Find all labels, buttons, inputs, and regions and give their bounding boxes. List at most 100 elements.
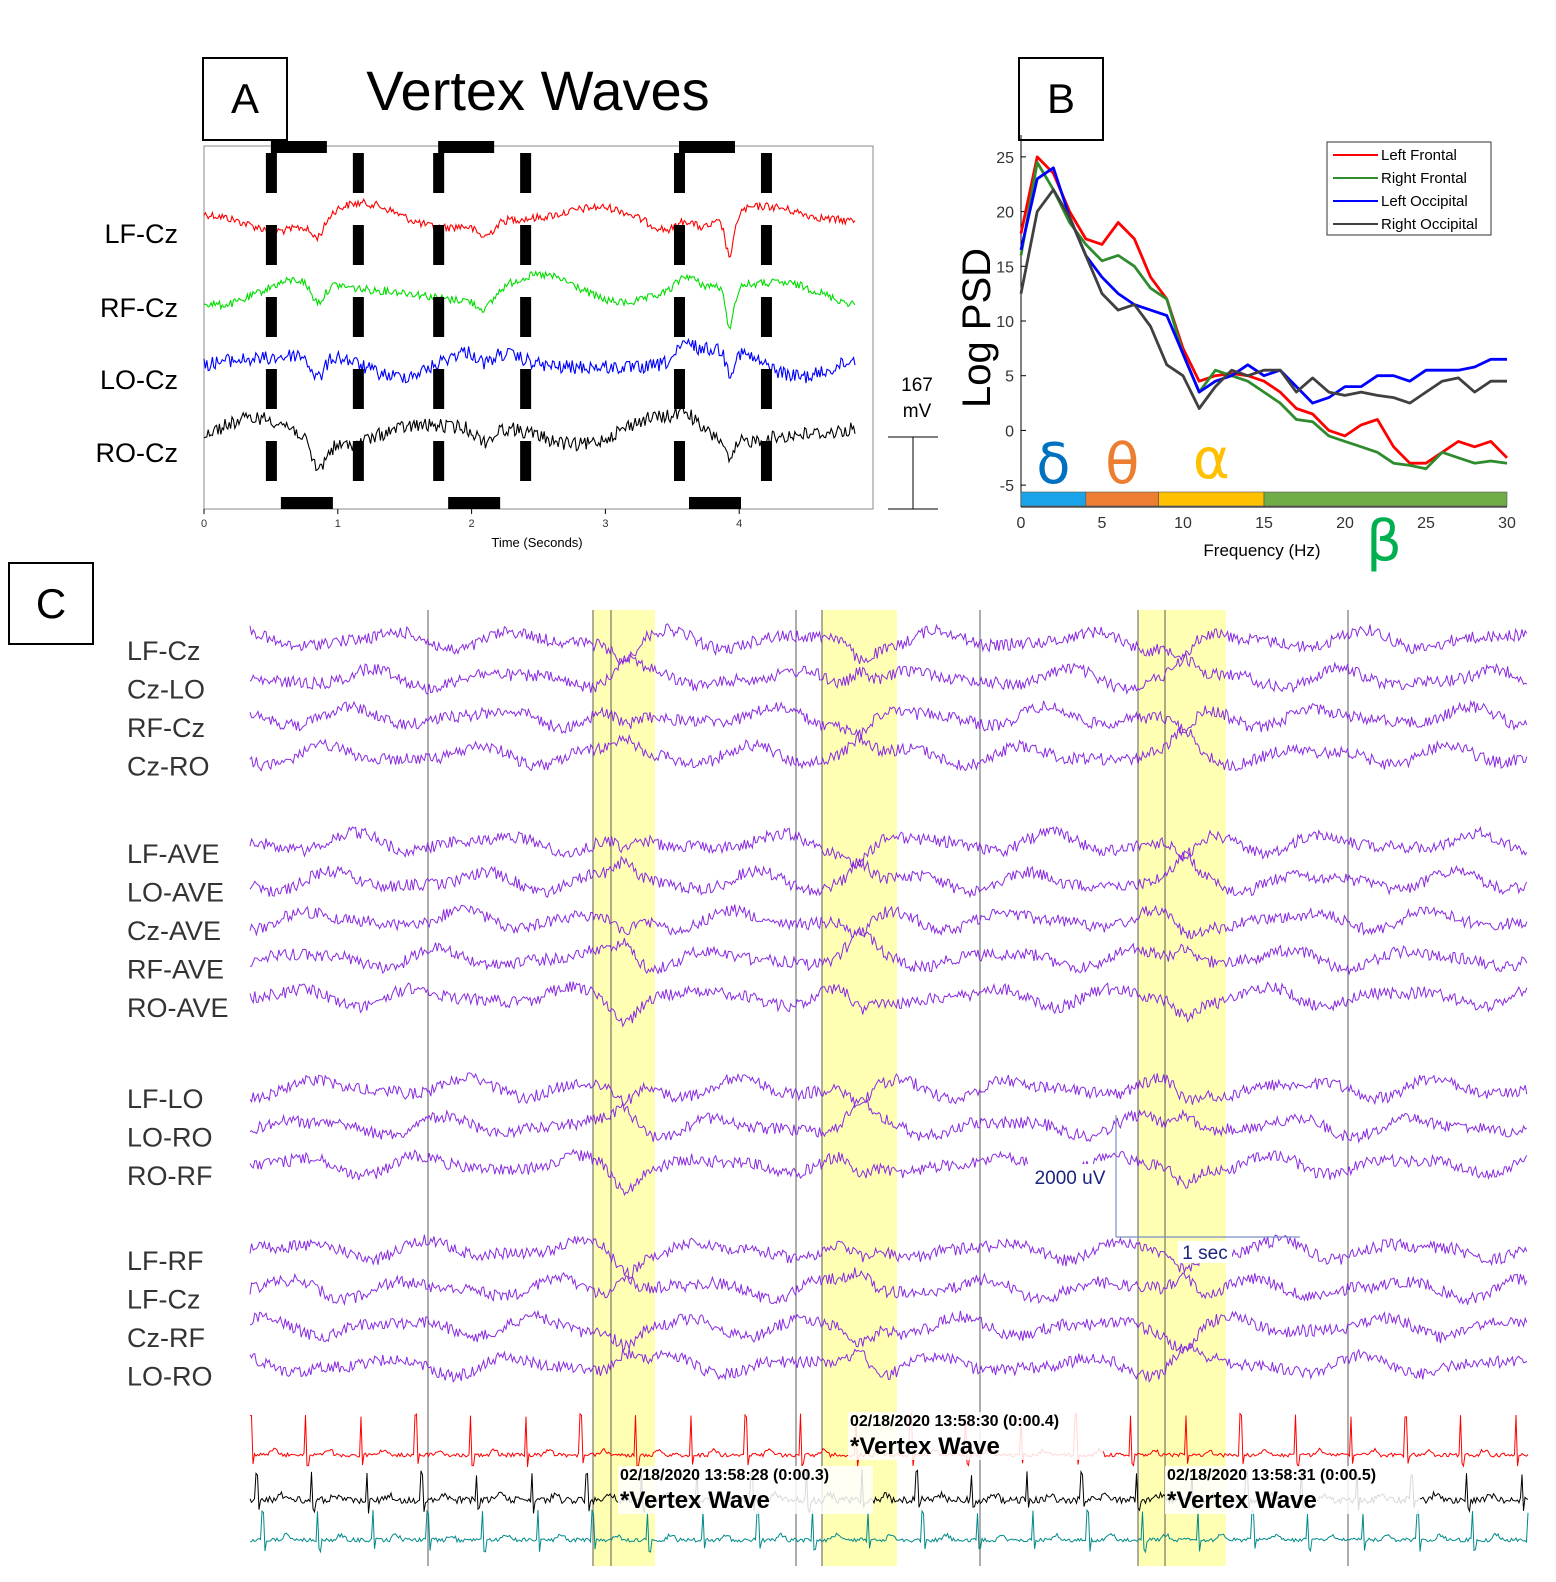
panel-b-xtick-label: 15 [1255, 515, 1273, 532]
panel-c-letter-box [8, 562, 94, 645]
panel-c-channel-label: LO-RO [127, 1362, 213, 1392]
panel-a-window-edge-dash [520, 225, 532, 265]
panel-a-trace-lo-cz [203, 337, 856, 384]
panel-b-letter-box [1018, 57, 1104, 141]
panel-a-window-edge-dash [265, 441, 277, 481]
panel-b-line-left-occipital [1019, 166, 1507, 405]
panel-c-trace [249, 904, 1528, 940]
panel-c: C LF-Cz Cz-LO RF-Cz Cz-RO LF-AVE LO-AVE Cz-AVE… [8, 562, 1529, 1566]
panel-b-xtick-label: 5 [1098, 515, 1107, 532]
panel-c-scale-time: 1 sec [1182, 1243, 1227, 1264]
panel-b-ytick-label: -5 [1000, 478, 1014, 495]
panel-a-window-edge-dash [433, 153, 445, 193]
panel-a: A Vertex Waves LF-Cz RF-Cz LO-Cz RO-Cz 0 1 2 3… [96, 57, 938, 550]
panel-a-window-edge-dash [265, 297, 277, 337]
panel-a-window-bottom-bar [448, 497, 501, 509]
panel-a-window-edge-dash [352, 225, 364, 265]
panel-a-title: Vertex Waves [366, 59, 709, 122]
panel-a-window-edge-dash [352, 297, 364, 337]
panel-b-line-right-frontal [1019, 161, 1508, 471]
panel-c-channel-label: LF-RF [127, 1246, 204, 1276]
panel-a-channel-labels: LF-Cz RF-Cz LO-Cz RO-Cz [96, 219, 179, 468]
panel-c-traces [249, 623, 1529, 1554]
panel-c-channel-label: LO-RO [127, 1123, 213, 1153]
panel-c-trace [249, 851, 1528, 899]
panel-b-psd-lines [1019, 155, 1508, 471]
panel-c-channel-label: LF-AVE [127, 839, 220, 869]
panel-b-ytick-label: 5 [1005, 369, 1014, 386]
panel-a-channel-label: RO-Cz [96, 438, 179, 468]
panel-b-line-left-frontal [1019, 155, 1508, 465]
panel-a-window-edge-dash [265, 153, 277, 193]
panel-a-window-edge-dash [433, 369, 445, 409]
panel-b-line-right-occipital [1019, 188, 1507, 410]
panel-a-window-edge-dash [760, 225, 772, 265]
panel-a-window-edge-dash [520, 441, 532, 481]
panel-c-trace [249, 1341, 1528, 1383]
panel-c-trace [249, 623, 1528, 666]
panel-a-window-edge-dash [673, 225, 685, 265]
panel-a-scale-unit: mV [903, 401, 932, 422]
panel-c-bottom-trace [249, 1508, 1529, 1554]
panel-b-ytick-label: 15 [996, 259, 1014, 276]
panel-c-trace [249, 1309, 1528, 1354]
panel-b-legend-entry: Left Occipital [1381, 193, 1468, 210]
panel-b-band-bar [1158, 491, 1265, 507]
panel-b-band-symbol: δ [1036, 432, 1070, 497]
panel-a-window-top-bar [678, 141, 735, 153]
panel-a-xtick-label: 0 [201, 518, 207, 530]
panel-c-trace [249, 825, 1528, 869]
panel-c-event-timestamp: 02/18/2020 13:58:30 (0:00.4) [850, 1413, 1059, 1430]
panel-c-trace [249, 1096, 1528, 1144]
panel-a-xtick-label: 1 [335, 518, 341, 530]
panel-c-channel-label: LO-AVE [127, 878, 224, 908]
panel-c-trace [249, 1267, 1528, 1307]
panel-a-window-edge-dash [520, 369, 532, 409]
panel-a-window-edge-dash [352, 153, 364, 193]
panel-c-letter: C [36, 580, 66, 627]
panel-a-window-edge-dash [673, 441, 685, 481]
panel-b-legend-entry: Right Frontal [1381, 170, 1467, 187]
panel-c-trace [249, 1148, 1528, 1197]
panel-a-window-edge-dash [352, 441, 364, 481]
panel-c-event-label: *Vertex Wave [850, 1433, 1000, 1460]
panel-c-channel-label: RF-Cz [127, 713, 205, 743]
panel-c-trace [249, 699, 1528, 740]
panel-c-event-timestamp: 02/18/2020 13:58:31 (0:00.5) [1167, 1467, 1376, 1484]
panel-b-xtick-label: 0 [1017, 515, 1026, 532]
panel-c-trace [249, 652, 1528, 696]
panel-a-window-bottom-bar [280, 497, 333, 509]
panel-b-frequency-bands: δ θ α β [1020, 427, 1508, 574]
panel-c-scale-bar: 2000 uV 1 sec [1027, 1115, 1300, 1264]
panel-b-xtick-label: 20 [1336, 515, 1354, 532]
panel-a-window-edge-dash [760, 369, 772, 409]
panel-b-ytick-label: 10 [996, 314, 1014, 331]
panel-c-channel-label: Cz-AVE [127, 916, 221, 946]
panel-c-channel-label: LF-Cz [127, 1285, 201, 1315]
panel-b-xtick-label: 30 [1498, 515, 1516, 532]
panel-a-traces [203, 198, 856, 472]
panel-b-legend: Left Frontal Right Frontal Left Occipital R… [1326, 141, 1492, 236]
panel-a-channel-label: RF-Cz [100, 293, 178, 323]
panel-c-event-label: *Vertex Wave [620, 1487, 770, 1514]
panel-a-xtick-label: 3 [602, 518, 608, 530]
panel-b-xlabel: Frequency (Hz) [1203, 541, 1320, 560]
panel-a-xtick-label: 4 [736, 518, 742, 530]
panel-a-window-edge-dash [433, 297, 445, 337]
panel-b-legend-entry: Right Occipital [1381, 216, 1478, 233]
panel-a-window-top-bar [270, 141, 327, 153]
panel-a-window-edge-dash [760, 153, 772, 193]
panel-a-window-top-bar [438, 141, 495, 153]
panel-c-channel-label: Cz-LO [127, 675, 205, 705]
panel-a-x-axis: 0 1 2 3 4 [201, 509, 742, 530]
panel-b-xtick-label: 25 [1417, 515, 1435, 532]
panel-c-trace [249, 727, 1528, 772]
panel-b-ytick-label: 0 [1005, 423, 1014, 440]
panel-a-letter: A [231, 75, 259, 122]
panel-b-band-symbol: β [1366, 509, 1402, 574]
panel-c-channel-labels: LF-Cz Cz-LO RF-Cz Cz-RO LF-AVE LO-AVE Cz-AVE RF… [127, 636, 229, 1392]
panel-c-event-label: *Vertex Wave [1167, 1487, 1317, 1514]
panel-b-ytick-label: 20 [996, 205, 1014, 222]
panel-c-channel-label: LF-Cz [127, 636, 201, 666]
